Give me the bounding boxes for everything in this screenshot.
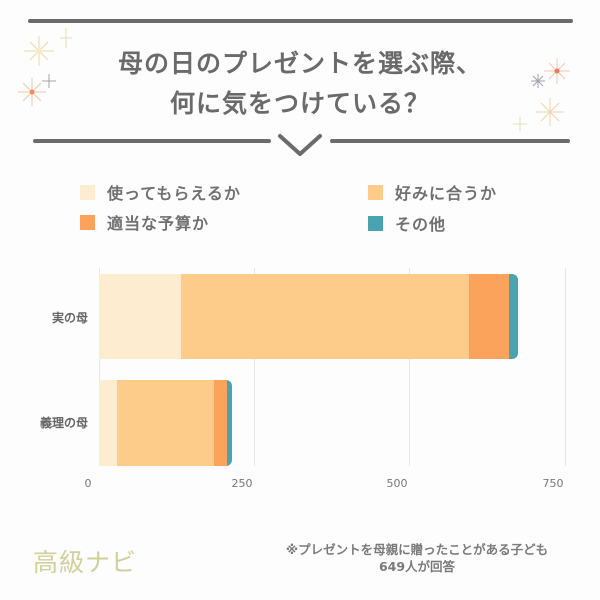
legend-swatch xyxy=(368,215,383,231)
sparkle-icon xyxy=(24,36,54,66)
gridline-750 xyxy=(565,268,566,466)
x-tick-250: 250 xyxy=(231,477,253,490)
chart-title-line-1: 母の日のプレゼントを選ぶ際、 xyxy=(117,49,482,78)
sparkle-icon xyxy=(60,28,72,48)
legend-label: 適当な予算か xyxy=(107,214,210,233)
legend-swatch xyxy=(80,214,95,230)
bar-mother-in-law xyxy=(99,380,232,466)
header-bottom-rule-right xyxy=(330,139,570,143)
legend-label: 使ってもらえるか xyxy=(107,184,241,203)
legend-swatch xyxy=(80,184,95,200)
footnote-line-1: ※プレゼントを母親に贈ったことがある子ども xyxy=(285,542,549,557)
bar-segment-0 xyxy=(99,274,182,359)
legend-item-budget: 適当な予算か xyxy=(80,212,210,233)
bar-segment-2 xyxy=(468,274,510,359)
bar-segment-2 xyxy=(213,380,227,466)
legend-label: 好みに合うか xyxy=(395,184,498,203)
chevron-down-icon xyxy=(278,134,322,156)
brand-logo: 高級ナビ xyxy=(33,548,138,577)
legend-item-usable: 使ってもらえるか xyxy=(80,182,241,203)
sparkle-icon xyxy=(18,78,46,106)
legend-item-preference: 好みに合うか xyxy=(368,182,498,203)
x-tick-0: 0 xyxy=(84,477,92,490)
y-axis-line xyxy=(99,268,100,466)
header-top-rule xyxy=(28,19,573,23)
sparkle-icon xyxy=(531,74,545,88)
x-tick-750: 750 xyxy=(542,477,564,490)
chart-title-line-2: 何に気をつけている？ xyxy=(169,89,430,118)
x-tick-500: 500 xyxy=(386,477,408,490)
category-label-mother-in-law: 義理の母 xyxy=(39,416,88,430)
sparkle-icon xyxy=(544,58,570,84)
bar-segment-3 xyxy=(509,274,519,359)
gridline-250 xyxy=(254,268,255,466)
bar-segment-1 xyxy=(117,380,214,466)
bar-segment-3 xyxy=(226,380,232,466)
legend-item-other: その他 xyxy=(368,213,447,234)
sparkle-icon xyxy=(42,74,56,88)
gridline-500 xyxy=(409,268,410,466)
header-bottom-rule-left xyxy=(33,139,271,143)
sparkle-icon xyxy=(536,98,564,126)
category-label-biological-mother: 実の母 xyxy=(51,311,88,325)
bar-biological-mother xyxy=(99,274,519,359)
footnote-line-2: 649人が回答 xyxy=(378,559,456,574)
bar-segment-0 xyxy=(99,380,118,466)
legend-swatch xyxy=(368,184,383,200)
legend-label: その他 xyxy=(395,215,447,234)
bar-segment-1 xyxy=(181,274,469,359)
sparkle-icon xyxy=(513,117,527,131)
